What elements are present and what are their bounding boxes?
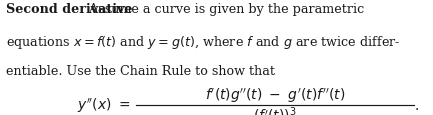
Text: equations $x = f(t)$ and $y = g(t)$, where $f$ and $g$ are twice differ-: equations $x = f(t)$ and $y = g(t)$, whe… <box>6 34 400 51</box>
Text: $(f^{\prime}(t))^3$: $(f^{\prime}(t))^3$ <box>253 104 297 115</box>
Text: Assume a curve is given by the parametric: Assume a curve is given by the parametri… <box>85 3 364 16</box>
Text: .: . <box>414 98 419 112</box>
Text: $f^{\prime}(t)g^{\prime\prime}(t)\ -\ g^{\prime}(t)f^{\prime\prime}(t)$: $f^{\prime}(t)g^{\prime\prime}(t)\ -\ g^… <box>205 86 345 104</box>
Text: Second derivative: Second derivative <box>6 3 132 16</box>
Text: $y^{\prime\prime}(x)\ =\ $: $y^{\prime\prime}(x)\ =\ $ <box>77 96 130 114</box>
Text: entiable. Use the Chain Rule to show that: entiable. Use the Chain Rule to show tha… <box>6 64 275 77</box>
